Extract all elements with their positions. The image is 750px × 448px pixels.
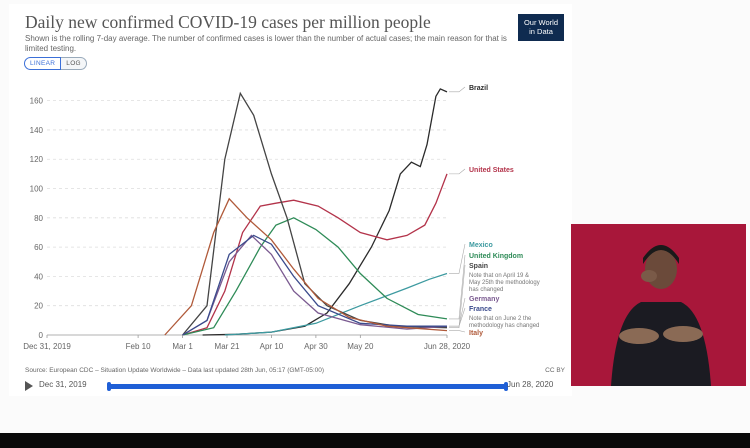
series-line-germany <box>182 234 448 336</box>
logo-line-2: in Data <box>529 27 553 36</box>
scale-toggle: LINEAR LOG <box>24 57 87 70</box>
legend-leader-italy <box>449 330 466 333</box>
chart-footer: Source: European CDC – Situation Update … <box>25 367 565 374</box>
france-methodology-note: Note that on June 2 the methodology has c… <box>469 316 539 329</box>
x-tick-label: Mar 21 <box>215 342 240 351</box>
owid-logo[interactable]: Our World in Data <box>518 14 564 41</box>
legend-label-brazil: Brazil <box>469 85 488 92</box>
series-line-united_kingdom <box>182 217 448 336</box>
timeline-start-label: Dec 31, 2019 <box>39 380 87 389</box>
spain-methodology-note: Note that on April 19 & May 25th the meth… <box>469 273 540 293</box>
chart-card: Daily new confirmed COVID-19 cases per m… <box>9 4 572 396</box>
x-tick-label: May 20 <box>347 342 374 351</box>
y-tick-label: 20 <box>34 302 43 311</box>
y-tick-label: 80 <box>34 214 43 223</box>
series-line-united_states <box>182 173 448 336</box>
source-note[interactable]: Source: European CDC – Situation Update … <box>25 367 325 374</box>
x-tick-label: Jun 28, 2020 <box>424 342 471 351</box>
bottom-bar <box>0 433 750 448</box>
log-scale-button[interactable]: LOG <box>61 57 87 70</box>
license-link[interactable]: CC BY <box>545 367 565 374</box>
legend-label-france: France <box>469 306 492 313</box>
legend-leader-germany <box>449 297 466 327</box>
timeline-slider[interactable]: Dec 31, 2019 Jun 28, 2020 <box>25 380 570 394</box>
x-tick-label: Feb 10 <box>126 342 151 351</box>
timeline-track[interactable] <box>107 382 508 391</box>
x-tick-label: Mar 1 <box>172 342 193 351</box>
line-chart: 0 20 40 60 80 100 120 140 160 Dec 31, 2019 Feb 10 M… <box>23 85 540 351</box>
interpreter-image <box>611 245 711 386</box>
chart-title: Daily new confirmed COVID-19 cases per m… <box>25 12 431 32</box>
legend-leader-united_kingdom <box>449 254 466 320</box>
series-line-france <box>182 234 447 336</box>
legend-leader-united_states <box>449 168 466 175</box>
timeline-start-handle[interactable] <box>107 382 111 391</box>
x-tick-label: Apr 10 <box>260 342 284 351</box>
legend-leader-spain <box>449 264 466 328</box>
x-tick-label: Apr 30 <box>304 342 328 351</box>
series-line-mexico <box>224 272 448 336</box>
series-line-italy <box>164 197 448 336</box>
y-tick-label: 160 <box>30 97 44 106</box>
legend-leader-france <box>449 307 466 327</box>
series-line-brazil <box>202 88 448 336</box>
play-icon[interactable] <box>25 381 33 391</box>
legend-label-spain: Spain <box>469 263 488 270</box>
y-tick-label: 100 <box>30 185 44 194</box>
y-tick-label: 60 <box>34 243 43 252</box>
y-tick-label: 40 <box>34 272 43 281</box>
legend-label-germany: Germany <box>469 296 499 303</box>
legend-leader-brazil <box>449 86 466 93</box>
timeline-end-label: Jun 28, 2020 <box>507 380 554 389</box>
timeline-end-handle[interactable] <box>504 382 508 391</box>
logo-line-1: Our World <box>523 18 559 27</box>
legend-label-united_kingdom: United Kingdom <box>469 253 523 260</box>
legend-label-mexico: Mexico <box>469 242 493 249</box>
sign-language-interpreter-video <box>571 224 746 386</box>
chart-subtitle: Shown is the rolling 7-day average. The … <box>25 34 507 53</box>
y-tick-label: 0 <box>39 331 44 340</box>
legend-label-italy: Italy <box>469 330 483 337</box>
y-tick-label: 120 <box>30 155 44 164</box>
legend-leader-mexico <box>449 243 466 274</box>
linear-scale-button[interactable]: LINEAR <box>24 57 62 70</box>
y-tick-label: 140 <box>30 126 44 135</box>
x-tick-label: Dec 31, 2019 <box>23 342 71 351</box>
legend-label-united_states: United States <box>469 167 514 174</box>
